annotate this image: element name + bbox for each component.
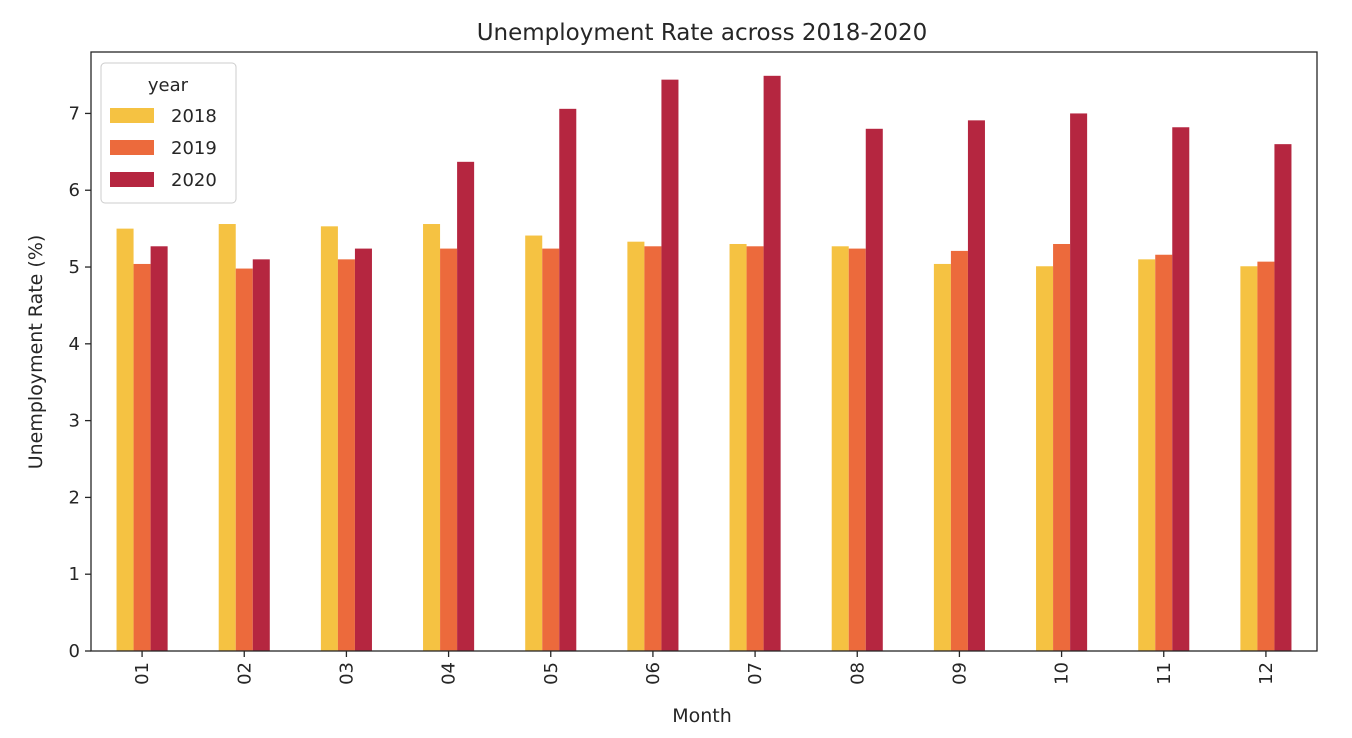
bar-2020-07 bbox=[763, 75, 781, 651]
legend-label-2020: 2020 bbox=[171, 170, 217, 191]
x-axis-label: Month bbox=[672, 705, 732, 727]
bar-2019-04 bbox=[440, 248, 458, 651]
x-tick-label: 06 bbox=[643, 662, 664, 685]
y-axis-label: Unemployment Rate (%) bbox=[25, 235, 47, 470]
x-tick-label: 09 bbox=[949, 662, 970, 685]
legend-title: year bbox=[148, 75, 189, 96]
x-tick-label: 08 bbox=[847, 662, 868, 685]
bar-2020-06 bbox=[661, 79, 679, 651]
bar-2018-12 bbox=[1240, 266, 1258, 651]
bar-2019-01 bbox=[133, 263, 151, 651]
bar-2019-03 bbox=[337, 259, 355, 651]
bar-2018-05 bbox=[525, 235, 543, 652]
bar-2020-02 bbox=[252, 259, 270, 651]
y-axis-ticks: 0 1 2 3 4 5 6 7 bbox=[69, 103, 91, 662]
legend-items: 2018 2019 2020 bbox=[110, 106, 217, 191]
bar-2020-10 bbox=[1070, 113, 1088, 651]
legend-label-2018: 2018 bbox=[171, 106, 217, 127]
y-tick-label: 4 bbox=[69, 334, 80, 355]
legend-swatch-2018 bbox=[110, 108, 154, 123]
legend-swatch-2020 bbox=[110, 172, 154, 187]
x-tick-label: 03 bbox=[336, 662, 357, 685]
bar-2018-07 bbox=[729, 243, 747, 652]
x-tick-label: 07 bbox=[745, 662, 766, 685]
y-tick-label: 2 bbox=[69, 487, 80, 508]
chart-title: Unemployment Rate across 2018-2020 bbox=[477, 20, 928, 46]
bar-2019-11 bbox=[1155, 254, 1173, 652]
y-tick-label: 1 bbox=[69, 564, 80, 585]
x-tick-label: 01 bbox=[132, 662, 153, 685]
bar-2019-08 bbox=[848, 248, 866, 651]
x-axis-ticks: 01 02 03 04 05 06 07 08 09 10 11 12 bbox=[132, 651, 1277, 685]
bar-2020-11 bbox=[1172, 127, 1190, 651]
bar-2018-03 bbox=[320, 226, 338, 651]
bar-2020-08 bbox=[865, 128, 883, 652]
bar-2019-06 bbox=[644, 246, 662, 652]
legend-box bbox=[100, 62, 237, 204]
bar-2018-10 bbox=[1036, 266, 1054, 651]
bar-2018-02 bbox=[218, 224, 236, 651]
y-tick-label: 6 bbox=[69, 180, 80, 201]
x-tick-label: 05 bbox=[541, 662, 562, 685]
bar-2018-11 bbox=[1138, 259, 1156, 651]
bar-2019-10 bbox=[1053, 243, 1071, 652]
bar-2019-02 bbox=[235, 268, 253, 651]
y-tick-label: 7 bbox=[69, 103, 80, 124]
bar-2018-09 bbox=[933, 263, 951, 651]
legend-swatch-2019 bbox=[110, 140, 154, 155]
bar-2020-12 bbox=[1274, 144, 1292, 651]
bar-2020-04 bbox=[457, 161, 475, 651]
bar-2018-08 bbox=[831, 246, 849, 652]
bar-2019-07 bbox=[746, 246, 764, 652]
bar-2020-05 bbox=[559, 108, 577, 651]
y-tick-label: 0 bbox=[69, 641, 80, 662]
plot-frame bbox=[90, 51, 1318, 652]
bar-2020-09 bbox=[967, 120, 985, 652]
bar-2018-01 bbox=[116, 228, 134, 651]
x-tick-label: 11 bbox=[1154, 662, 1175, 685]
bar-2018-04 bbox=[423, 224, 441, 651]
bar-2019-09 bbox=[950, 250, 968, 651]
x-tick-label: 12 bbox=[1256, 662, 1277, 685]
bar-2020-03 bbox=[354, 248, 372, 651]
x-tick-label: 04 bbox=[439, 662, 460, 685]
bar-2018-06 bbox=[627, 241, 645, 651]
legend: year 2018 2019 2020 bbox=[100, 62, 237, 204]
bars-group bbox=[116, 75, 1292, 652]
legend-label-2019: 2019 bbox=[171, 138, 217, 159]
bar-2019-12 bbox=[1257, 261, 1275, 651]
bar-2019-05 bbox=[542, 248, 560, 651]
y-tick-label: 5 bbox=[69, 257, 80, 278]
bar-2020-01 bbox=[150, 246, 168, 652]
y-tick-label: 3 bbox=[69, 411, 80, 432]
x-tick-label: 10 bbox=[1052, 662, 1073, 685]
x-tick-label: 02 bbox=[234, 662, 255, 685]
